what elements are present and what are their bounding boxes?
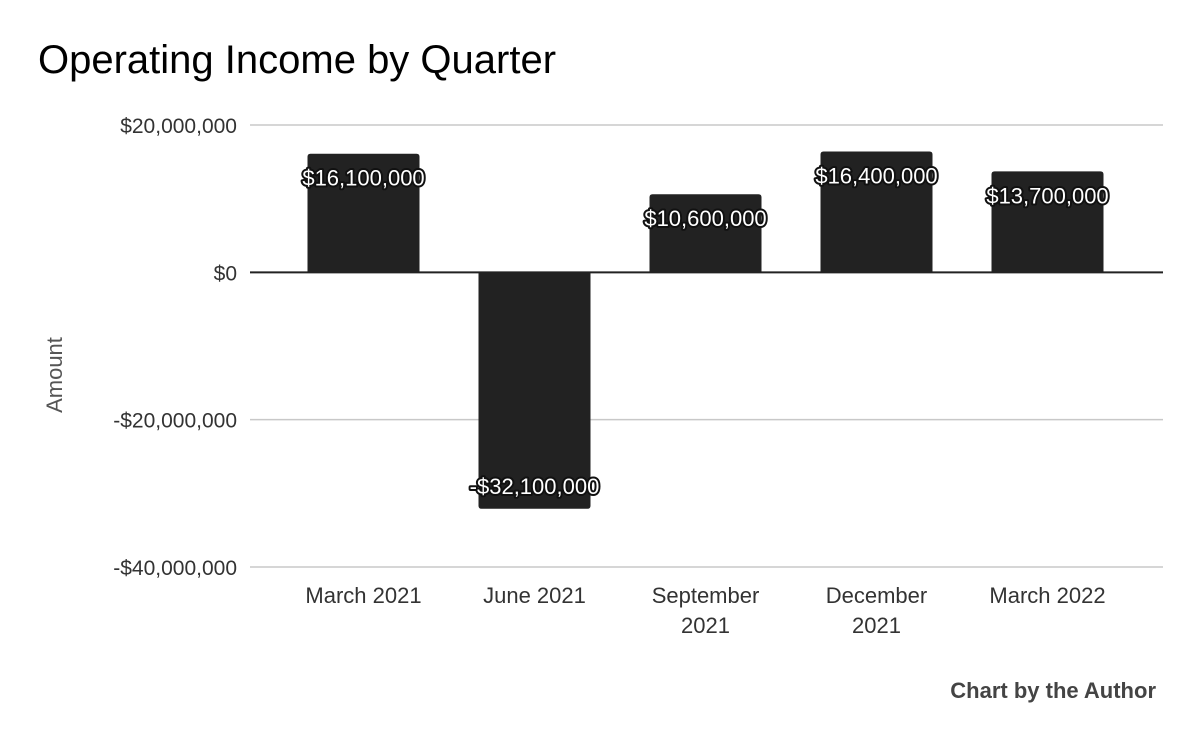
x-tick-label: March 2022: [989, 583, 1105, 608]
y-tick-label: -$40,000,000: [113, 557, 237, 580]
bar: [991, 171, 1104, 273]
y-tick-label: -$20,000,000: [113, 410, 237, 433]
data-label: $10,600,000: [644, 206, 766, 231]
x-tick-label: March 2021: [305, 583, 421, 608]
bar: [649, 194, 762, 273]
y-axis-title: Amount: [42, 337, 67, 413]
bar: [820, 151, 933, 273]
bar: [307, 153, 420, 273]
data-label: -$32,100,000: [470, 474, 600, 499]
data-label: $16,100,000: [302, 166, 424, 191]
x-tick-label: September: [652, 583, 760, 608]
data-label: $13,700,000: [986, 183, 1108, 208]
x-tick-label: 2021: [681, 613, 730, 638]
x-tick-label: June 2021: [483, 583, 586, 608]
x-tick-label: December: [826, 583, 927, 608]
y-tick-label: $20,000,000: [120, 115, 237, 138]
chart-credit: Chart by the Author: [950, 678, 1156, 703]
chart-title: Operating Income by Quarter: [38, 38, 557, 82]
y-tick-label: $0: [214, 262, 237, 285]
bar: [478, 272, 591, 509]
data-label: $16,400,000: [815, 164, 937, 189]
x-tick-label: 2021: [852, 613, 901, 638]
